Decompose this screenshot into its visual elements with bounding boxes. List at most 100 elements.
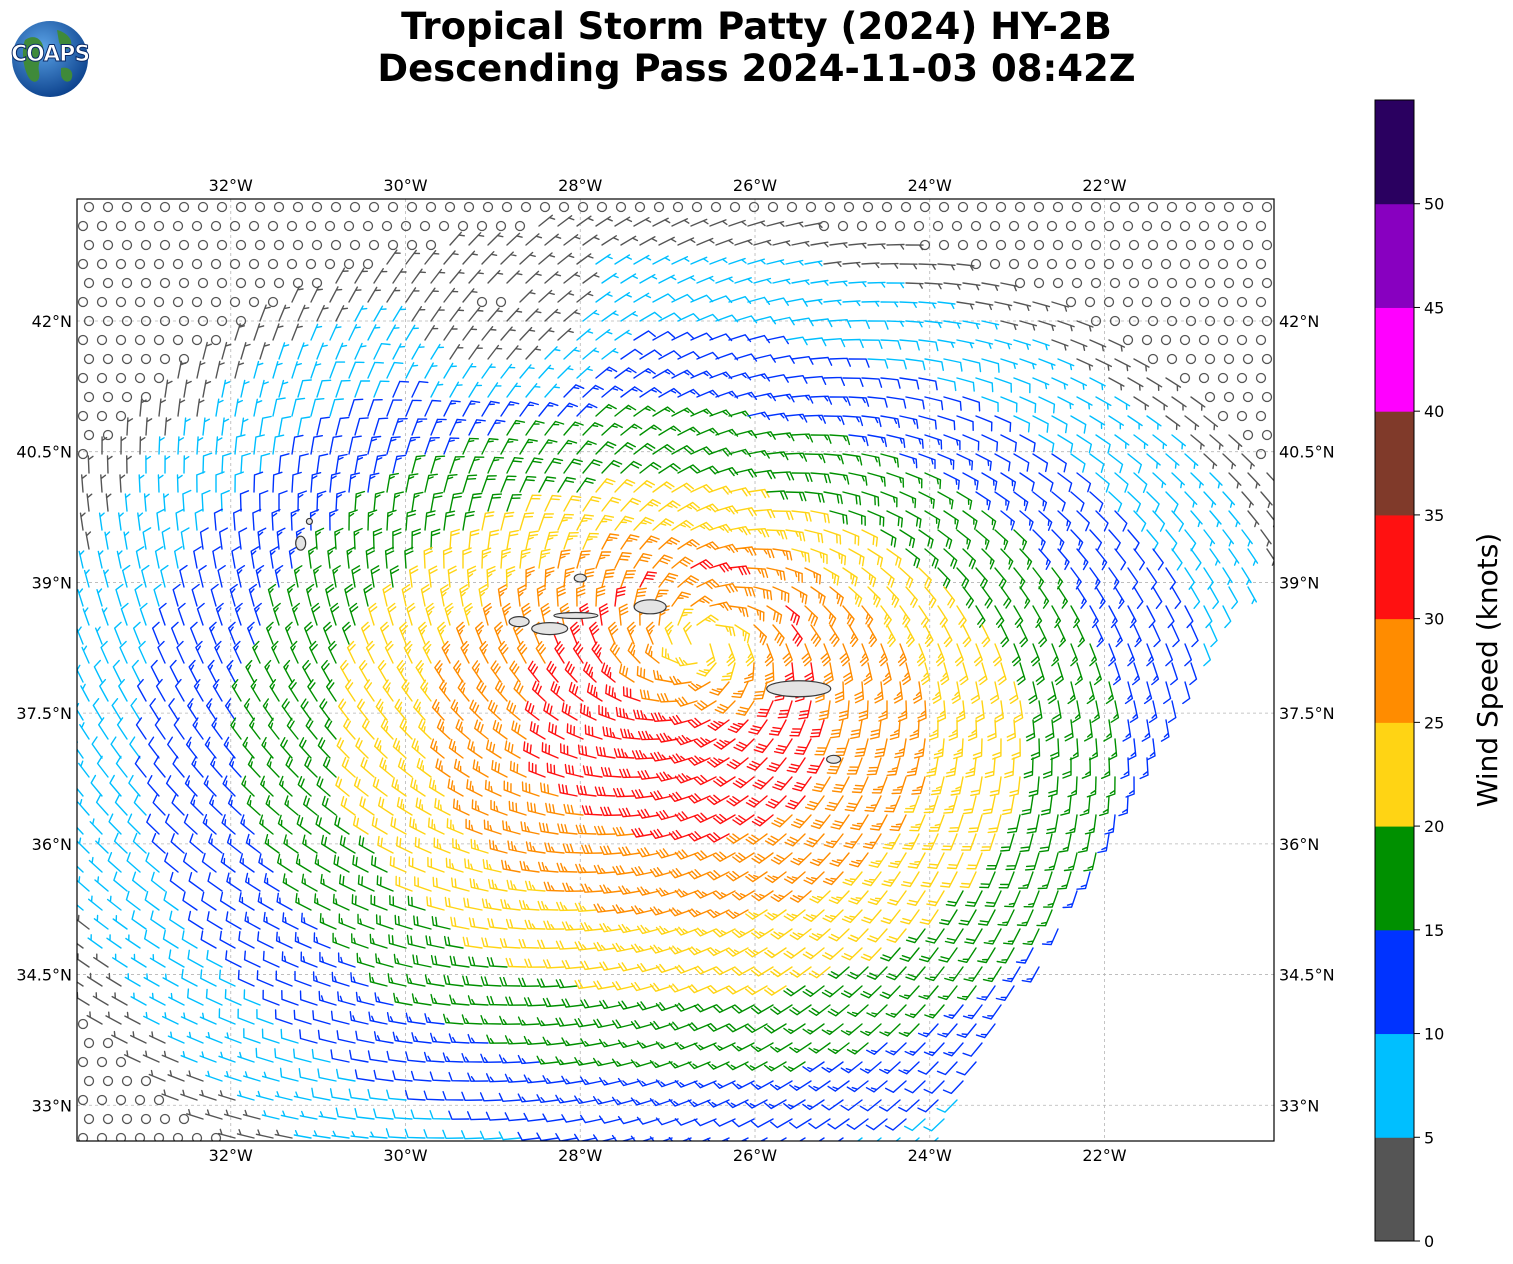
wind-barb xyxy=(104,531,111,550)
wind-barb xyxy=(1124,681,1134,705)
wind-barb xyxy=(557,402,578,417)
wind-barb xyxy=(785,605,800,626)
wind-barb xyxy=(886,243,905,250)
wind-barb xyxy=(652,554,673,569)
wind-barb xyxy=(392,380,410,398)
wind-barb xyxy=(595,551,612,569)
wind-barb xyxy=(132,832,147,854)
wind-barb xyxy=(103,569,109,588)
wind-barb xyxy=(399,718,413,740)
wind-barb xyxy=(267,717,280,740)
calm-circle xyxy=(172,220,184,232)
wind-barb xyxy=(791,394,814,404)
wind-barb xyxy=(302,659,312,683)
calm-circle xyxy=(83,1037,95,1049)
lat-tick-left: 34.5°N xyxy=(16,966,72,985)
calm-circle xyxy=(1008,258,1020,270)
lon-tick-top: 28°W xyxy=(558,176,602,195)
wind-barb xyxy=(599,999,622,1010)
wind-barb xyxy=(617,1039,641,1048)
wind-barb xyxy=(529,721,546,740)
wind-barb xyxy=(90,774,103,797)
wind-barb xyxy=(842,567,858,587)
wind-barb xyxy=(981,282,1000,291)
wind-barb xyxy=(245,872,261,892)
calm-circle xyxy=(153,334,165,346)
calm-circle xyxy=(1084,296,1096,308)
wind-barb xyxy=(885,1042,907,1056)
wind-barb xyxy=(468,492,483,512)
wind-barb xyxy=(785,221,804,228)
wind-barb xyxy=(173,717,185,740)
wind-barb xyxy=(191,755,204,778)
wind-barb xyxy=(905,624,915,648)
wind-barb xyxy=(709,371,733,380)
calm-circle xyxy=(1084,220,1096,232)
calm-circle xyxy=(957,201,969,213)
wind-barb xyxy=(1171,396,1187,411)
wind-barb xyxy=(100,474,107,493)
wind-barb xyxy=(494,621,503,645)
wind-barb xyxy=(884,795,901,813)
wind-barb xyxy=(948,719,958,741)
wind-barb xyxy=(612,904,635,914)
wind-barb xyxy=(1133,510,1147,532)
wind-barb xyxy=(119,640,128,664)
wind-barb xyxy=(561,959,584,970)
wind-barb xyxy=(293,1009,312,1025)
wind-barb xyxy=(169,910,185,930)
wind-barb xyxy=(593,980,616,990)
wind-barb xyxy=(1095,586,1106,609)
wind-barb xyxy=(636,1040,660,1049)
wind-barb xyxy=(116,717,128,740)
colorbar-tick-label: 35 xyxy=(1424,506,1444,525)
wind-barb xyxy=(926,890,945,907)
wind-barb xyxy=(504,1035,527,1045)
wind-barb xyxy=(1070,377,1087,390)
wind-barb xyxy=(77,865,84,873)
wind-barb xyxy=(1165,529,1178,552)
wind-barb xyxy=(1025,719,1036,742)
wind-barb xyxy=(264,834,280,854)
calm-circle xyxy=(615,201,627,213)
wind-barb xyxy=(297,490,307,512)
wind-barb xyxy=(595,216,613,227)
colorbar-tick-label: 0 xyxy=(1424,1232,1434,1251)
wind-barb xyxy=(732,814,755,826)
wind-barb xyxy=(943,320,962,329)
wind-barb xyxy=(766,605,783,625)
wind-barb xyxy=(195,640,204,664)
wind-barb xyxy=(994,377,1012,393)
wind-barb xyxy=(443,287,459,303)
wind-barb xyxy=(599,884,622,894)
wind-barb xyxy=(649,944,673,954)
wind-barb xyxy=(593,941,616,952)
wind-barb xyxy=(575,824,597,835)
wind-barb xyxy=(696,541,720,551)
wind-barb xyxy=(1007,814,1021,834)
wind-barb xyxy=(791,624,803,647)
wind-barb xyxy=(1051,567,1063,590)
wind-barb xyxy=(867,586,881,608)
wind-barb xyxy=(903,795,920,813)
wind-barb xyxy=(511,720,527,740)
wind-barb xyxy=(962,1004,983,1020)
calm-circle xyxy=(248,258,260,270)
wind-barb xyxy=(430,1032,451,1044)
wind-barb xyxy=(331,1130,350,1139)
wind-barb xyxy=(101,436,108,455)
calm-circle xyxy=(235,277,247,289)
wind-barb xyxy=(639,311,662,322)
wind-barb xyxy=(1247,548,1259,566)
wind-barb xyxy=(649,828,673,839)
wind-barb xyxy=(207,659,217,683)
wind-barb xyxy=(1000,320,1019,331)
wind-barb xyxy=(594,825,616,836)
wind-barb xyxy=(582,234,600,246)
wind-barb xyxy=(411,993,432,1006)
wind-barb xyxy=(367,1089,388,1101)
wind-barb xyxy=(964,928,983,945)
wind-barb xyxy=(479,640,489,664)
wind-barb xyxy=(335,453,348,474)
wind-barb xyxy=(693,737,717,748)
